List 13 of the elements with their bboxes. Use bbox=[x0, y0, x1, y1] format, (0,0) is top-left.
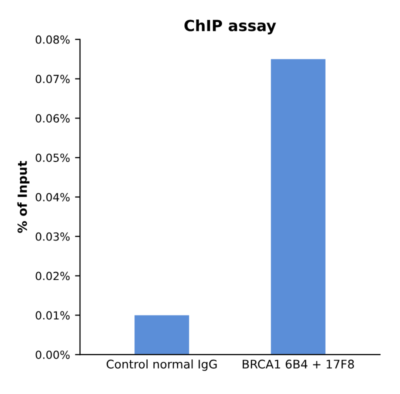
y-tick-label: 0.03% bbox=[36, 232, 70, 241]
y-tick-label: 0.02% bbox=[36, 272, 70, 280]
y-tick-label: 0.01% bbox=[36, 311, 70, 320]
chart-title: ChIP assay bbox=[184, 19, 276, 34]
y-tick-label: 0.06% bbox=[36, 114, 70, 123]
x-tick-label: Control normal IgG bbox=[106, 359, 217, 371]
y-tick-label: 0.04% bbox=[36, 192, 70, 202]
y-tick-label: 0.00% bbox=[36, 350, 70, 359]
x-tick-label: BRCA1 6B4 + 17F8 bbox=[242, 360, 354, 369]
y-axis-title: % of Input bbox=[17, 160, 30, 233]
y-tick-label: 0.05% bbox=[36, 154, 70, 162]
y-tick-label: 0.08% bbox=[36, 35, 70, 44]
y-tick-label: 0.07% bbox=[36, 74, 70, 84]
